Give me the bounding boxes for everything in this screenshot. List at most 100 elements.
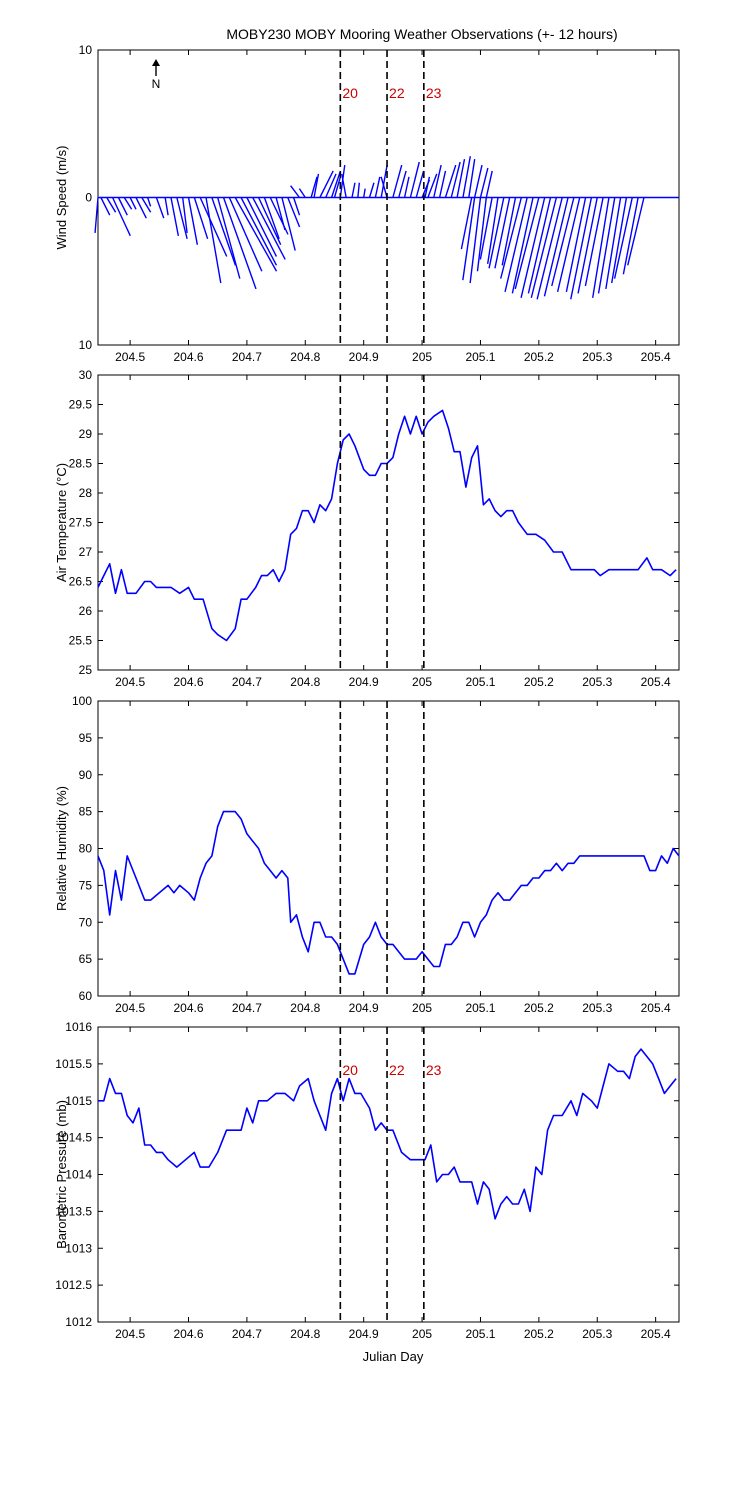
y-axis-label: Wind Speed (m/s) <box>54 145 69 249</box>
wind-stick <box>234 197 278 272</box>
x-tick-label: 204.8 <box>290 350 320 364</box>
wind-stick <box>275 197 286 231</box>
wind-stick <box>476 197 488 272</box>
wind-stick <box>403 176 410 198</box>
wind-stick <box>211 197 237 266</box>
y-tick-label: 30 <box>79 368 93 382</box>
wind-stick <box>205 197 222 284</box>
wind-stick <box>473 164 483 198</box>
wind-stick <box>380 176 388 198</box>
wind-stick <box>597 197 616 294</box>
y-tick-label: 1012.5 <box>55 1278 92 1292</box>
wind-stick <box>456 159 466 198</box>
wind-stick <box>462 156 472 198</box>
x-tick-label: 204.5 <box>115 1001 145 1015</box>
y-tick-label: 80 <box>79 842 93 856</box>
y-tick-label: 25 <box>79 663 93 677</box>
wind-stick <box>611 197 628 284</box>
wind-stick <box>424 176 431 198</box>
x-tick-label: 205.1 <box>465 350 495 364</box>
x-tick-label: 205.3 <box>582 1327 612 1341</box>
wind-stick <box>584 197 604 287</box>
north-arrow-icon: N <box>152 59 160 91</box>
x-tick-label: 204.6 <box>173 675 203 689</box>
x-tick-label: 204.6 <box>173 1001 203 1015</box>
wind-stick <box>511 197 534 294</box>
wind-stick <box>514 197 540 290</box>
x-tick-label: 204.5 <box>115 675 145 689</box>
x-tick-label: 204.7 <box>232 1327 262 1341</box>
north-arrow-head <box>152 59 160 66</box>
plot-frame <box>97 374 680 671</box>
wind-stick <box>155 197 165 219</box>
x-tick-label: 204.5 <box>115 350 145 364</box>
y-tick-label: 28 <box>79 486 93 500</box>
wind-stick <box>627 197 645 266</box>
panel-air-temperature: 204.5 204.6 204.7 204.8 204.9 205 205.1 205.2 20… <box>54 368 680 689</box>
wind-stick <box>494 197 511 269</box>
wind-stick <box>462 197 476 281</box>
wind-stick <box>398 170 407 198</box>
x-tick-label: 205 <box>412 675 432 689</box>
wind-stick <box>263 197 280 240</box>
y-tick-label: 1013.5 <box>55 1204 92 1218</box>
wind-stick <box>543 197 569 297</box>
wind-stick <box>141 197 152 213</box>
x-tick-label: 204.9 <box>349 1327 379 1341</box>
wind-stick <box>450 161 461 198</box>
wind-stick <box>485 170 493 198</box>
wind-stick <box>444 164 457 198</box>
wind-stick <box>530 197 558 298</box>
x-tick-label: 204.9 <box>349 1001 379 1015</box>
wind-stick <box>409 161 420 198</box>
event-label: 22 <box>389 1062 405 1078</box>
wind-stick <box>469 197 482 284</box>
wind-stick <box>222 197 257 290</box>
x-tick-label: 204.8 <box>290 1327 320 1341</box>
wind-stick <box>94 197 99 233</box>
wind-stick <box>310 176 318 198</box>
wind-stick <box>374 176 381 198</box>
event-label: 23 <box>426 1062 442 1078</box>
wind-stick <box>290 185 301 198</box>
wind-stick <box>164 197 169 216</box>
wind-stick <box>252 197 286 260</box>
wind-stick <box>292 197 301 216</box>
wind-stick <box>187 197 199 245</box>
x-tick-label: 205 <box>412 1327 432 1341</box>
wind-stick <box>341 173 347 198</box>
wind-stick <box>217 197 241 279</box>
plot-frame <box>97 1026 680 1323</box>
x-tick-label: 204.8 <box>290 1001 320 1015</box>
wind-stick <box>181 197 188 233</box>
x-tick-label: 205.4 <box>641 350 671 364</box>
y-tick-label: 29 <box>79 427 93 441</box>
x-tick-label: 204.7 <box>232 675 262 689</box>
x-tick-label: 205.3 <box>582 1001 612 1015</box>
wind-stick <box>438 170 447 198</box>
figure-title: MOBY230 MOBY Mooring Weather Observation… <box>226 26 617 42</box>
y-tick-label: 95 <box>79 731 93 745</box>
y-tick-label: 29.5 <box>69 398 93 412</box>
y-axis-label: Air Temperature (°C) <box>54 463 69 582</box>
x-tick-label: 204.9 <box>349 675 379 689</box>
wind-stick <box>176 197 188 239</box>
wind-stick <box>170 197 180 236</box>
wind-stick <box>146 197 152 207</box>
x-tick-label: 204.5 <box>115 1327 145 1341</box>
y-axis-label: Barometric Pressure (mb) <box>54 1100 69 1249</box>
wind-stick <box>106 197 117 213</box>
wind-stick <box>486 197 499 264</box>
y-tick-label: 26.5 <box>69 575 93 589</box>
x-tick-label: 205.4 <box>641 1327 671 1341</box>
x-tick-label: 205.3 <box>582 350 612 364</box>
y-tick-label: 75 <box>79 878 93 892</box>
wind-stick <box>193 197 209 240</box>
y-tick-label: 10 <box>79 338 93 352</box>
event-label: 23 <box>426 85 442 101</box>
y-tick-label: 1012 <box>65 1315 92 1329</box>
y-tick-label: 1014 <box>65 1168 92 1182</box>
x-tick-label: 205.4 <box>641 675 671 689</box>
wind-stick <box>622 197 639 275</box>
